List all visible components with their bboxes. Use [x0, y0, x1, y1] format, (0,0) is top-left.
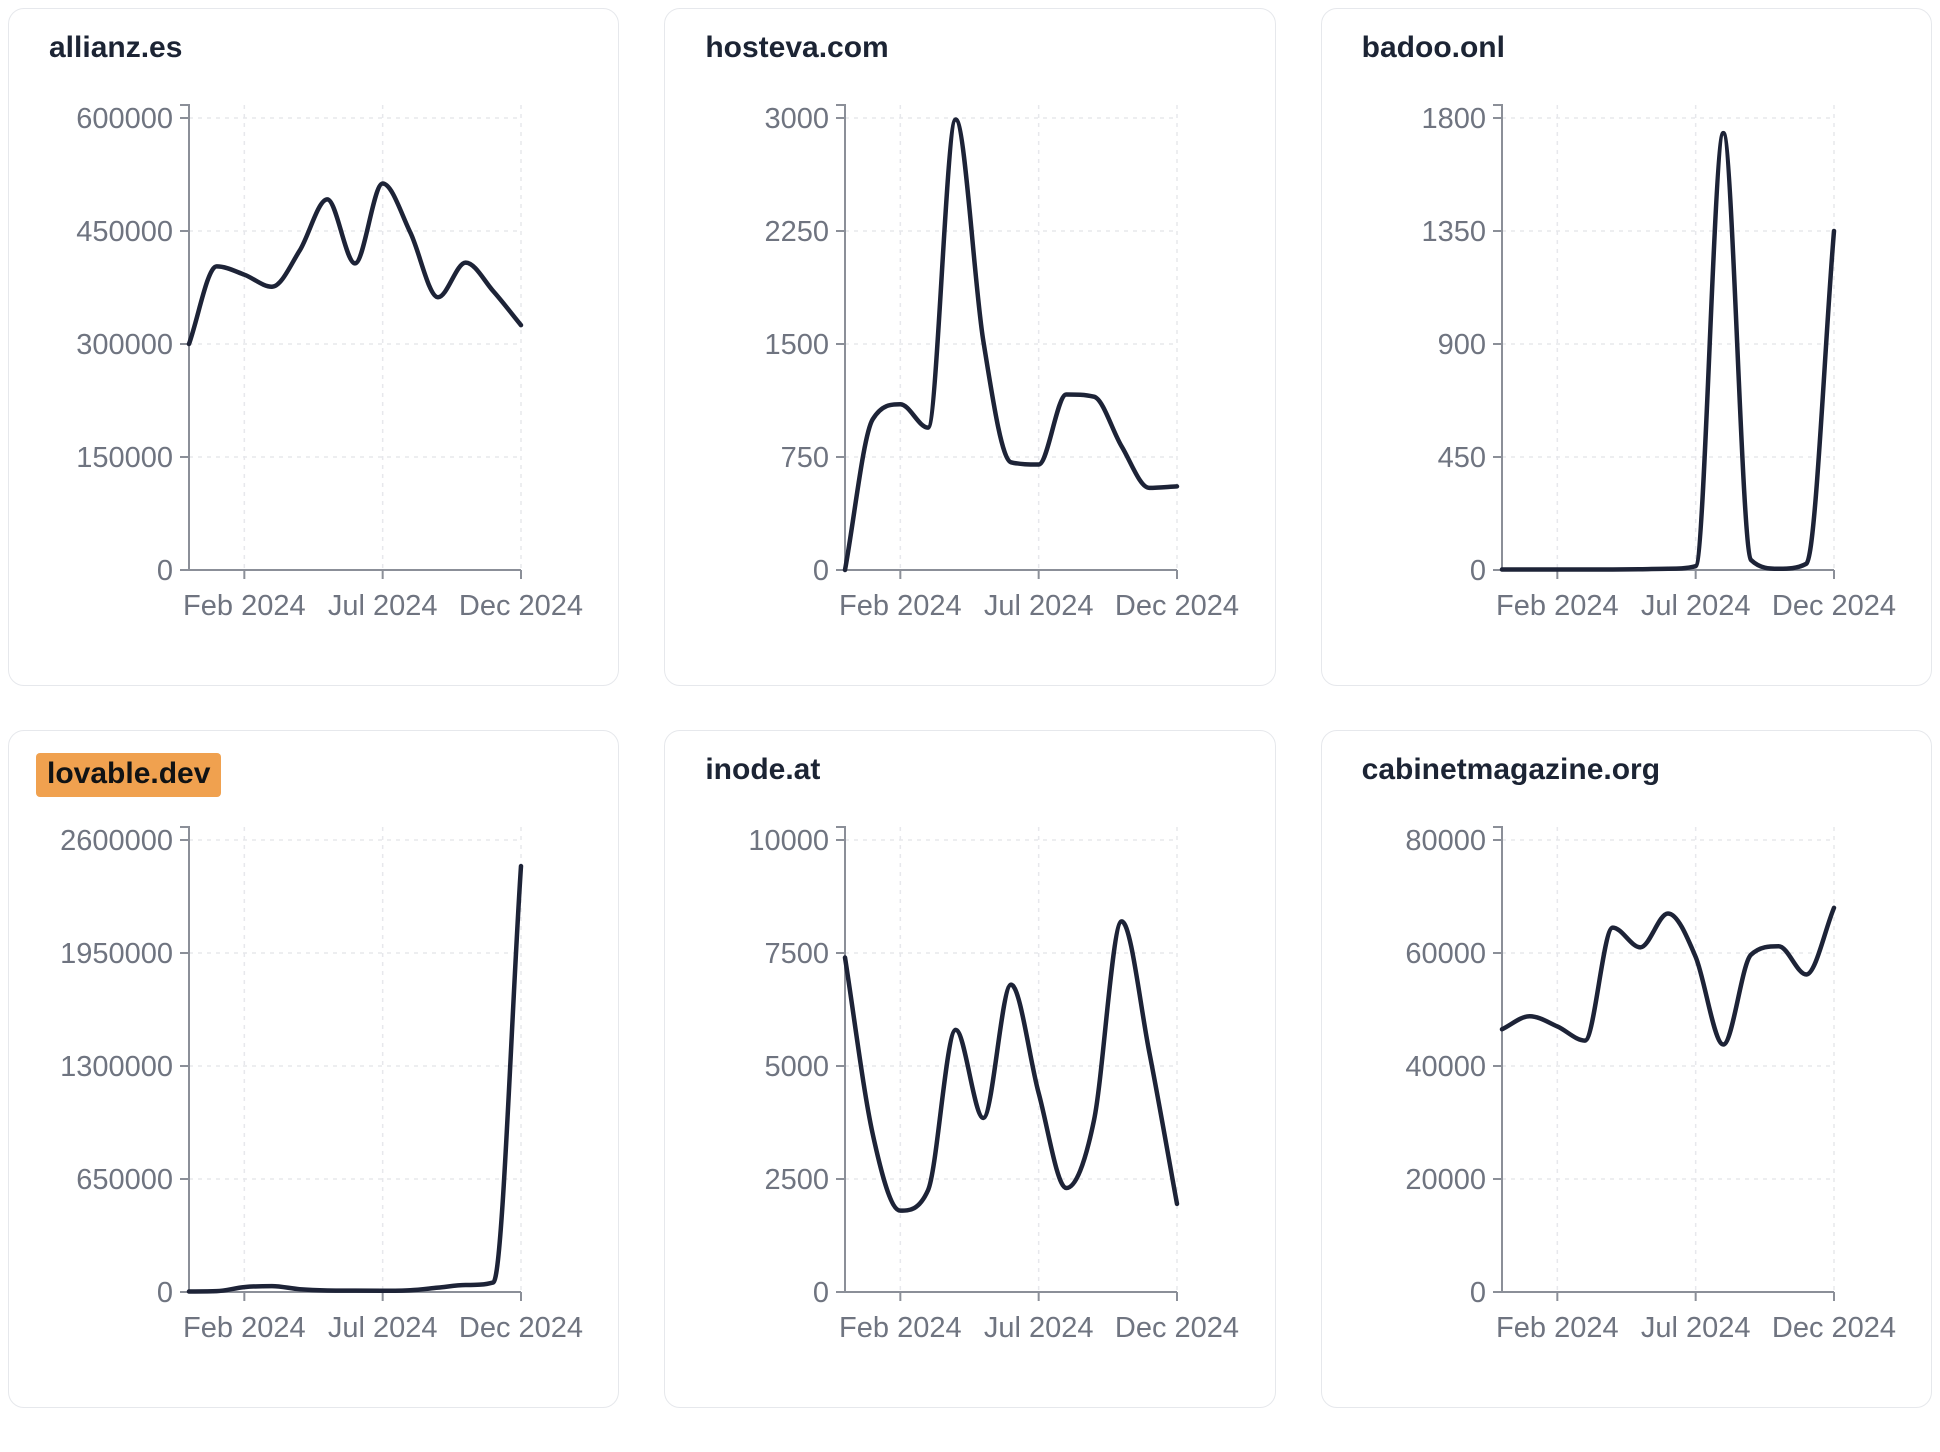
traffic-line-chart: 0 650000 1300000 1950000 2600000 Feb 2024 Jul … [60, 825, 583, 1344]
traffic-series-line [186, 181, 524, 347]
x-axis-tick-label: Jul 2024 [1640, 1312, 1750, 1344]
y-axis-tick-label: 1500 [765, 329, 830, 361]
x-axis-tick-label: Jul 2024 [328, 1312, 438, 1344]
traffic-line-chart: 0 2500 5000 7500 10000 Feb 2024 Jul 2024 Dec 20… [749, 825, 1240, 1344]
x-axis-tick-label: Jul 2024 [984, 590, 1094, 622]
y-axis-tick-label: 300000 [76, 329, 173, 361]
y-axis-tick-label: 900 [1437, 329, 1485, 361]
y-axis-tick-label: 2600000 [60, 825, 173, 857]
y-axis-tick-label: 40000 [1405, 1051, 1486, 1083]
domain-title[interactable]: inode.at [705, 753, 821, 786]
y-axis-tick-label: 80000 [1405, 825, 1486, 857]
x-axis-tick-label: Feb 2024 [839, 590, 962, 622]
y-axis-tick-label: 1300000 [60, 1051, 173, 1083]
traffic-line-chart: 0 20000 40000 60000 80000 Feb 2024 Jul 2024 Dec… [1405, 825, 1896, 1344]
domain-title-highlighted[interactable]: lovable.dev [36, 753, 222, 797]
traffic-series-line [843, 117, 1180, 573]
x-axis-tick-label: Feb 2024 [183, 1312, 306, 1344]
card-title-row: hosteva.com [665, 9, 1274, 77]
card-title-row: lovable.dev [9, 731, 618, 799]
domain-chart-card-badoo.onl[interactable]: badoo.onl 0 450 900 1350 1800 Feb 2024 Jul 202… [1320, 8, 1932, 686]
y-axis-tick-label: 7500 [765, 938, 830, 970]
domain-chart-card-allianz.es[interactable]: allianz.es 0 150000 300000 450000 600000 Feb … [8, 8, 620, 686]
x-axis-tick-label: Jul 2024 [984, 1312, 1094, 1344]
y-axis-tick-label: 3000 [765, 103, 830, 135]
y-axis-tick-label: 2500 [765, 1164, 830, 1196]
domain-chart-card-cabinetmagazine.org[interactable]: cabinetmagazine.org 0 20000 40000 60000 8000… [1320, 730, 1932, 1408]
x-axis-tick-label: Feb 2024 [839, 1312, 962, 1344]
y-axis-tick-label: 150000 [76, 442, 173, 474]
y-axis-tick-label: 0 [1470, 555, 1486, 587]
x-axis-tick-label: Dec 2024 [1115, 1312, 1239, 1344]
y-axis-tick-label: 0 [1470, 1277, 1486, 1309]
domain-title[interactable]: cabinetmagazine.org [1361, 753, 1661, 786]
y-axis-tick-label: 600000 [76, 103, 173, 135]
x-axis-tick-label: Dec 2024 [459, 590, 583, 622]
domain-title[interactable]: badoo.onl [1361, 31, 1505, 64]
y-axis-tick-label: 60000 [1405, 938, 1486, 970]
traffic-series-line [843, 919, 1180, 1213]
x-axis-tick-label: Jul 2024 [328, 590, 438, 622]
traffic-line-chart: 0 150000 300000 450000 600000 Feb 2024 Jul 202… [76, 103, 583, 622]
traffic-line-chart: 0 750 1500 2250 3000 Feb 2024 Jul 2024 Dec 2024 [765, 103, 1240, 622]
domain-chart-card-lovable.dev[interactable]: lovable.dev 0 650000 1300000 1950000 2600000… [8, 730, 620, 1408]
y-axis-tick-label: 0 [157, 1277, 173, 1309]
y-axis-tick-label: 10000 [749, 825, 830, 857]
domain-title[interactable]: allianz.es [49, 31, 183, 64]
x-axis-tick-label: Dec 2024 [459, 1312, 583, 1344]
card-title-row: cabinetmagazine.org [1322, 731, 1931, 799]
card-title-row: badoo.onl [1322, 9, 1931, 77]
card-title-row: inode.at [665, 731, 1274, 799]
y-axis-tick-label: 0 [813, 1277, 829, 1309]
x-axis-tick-label: Jul 2024 [1640, 590, 1750, 622]
y-axis-tick-label: 1350 [1421, 216, 1486, 248]
y-axis-tick-label: 2250 [765, 216, 830, 248]
y-axis-tick-label: 750 [781, 442, 829, 474]
x-axis-tick-label: Dec 2024 [1772, 1312, 1896, 1344]
y-axis-tick-label: 5000 [765, 1051, 830, 1083]
domain-chart-card-hosteva.com[interactable]: hosteva.com 0 750 1500 2250 3000 Feb 2024 Jul … [664, 8, 1276, 686]
y-axis-tick-label: 0 [813, 555, 829, 587]
y-axis-tick-label: 20000 [1405, 1164, 1486, 1196]
traffic-line-chart: 0 450 900 1350 1800 Feb 2024 Jul 2024 Dec 2024 [1421, 103, 1896, 622]
y-axis-tick-label: 1950000 [60, 938, 173, 970]
domain-chart-card-inode.at[interactable]: inode.at 0 2500 5000 7500 10000 Feb 2024 Jul 2… [664, 730, 1276, 1408]
x-axis-tick-label: Feb 2024 [183, 590, 306, 622]
traffic-series-line [1499, 905, 1836, 1047]
charts-grid: allianz.es 0 150000 300000 450000 600000 Feb … [8, 8, 1932, 1408]
y-axis-tick-label: 1800 [1421, 103, 1486, 135]
x-axis-tick-label: Dec 2024 [1115, 590, 1239, 622]
domain-title[interactable]: hosteva.com [705, 31, 889, 64]
x-axis-tick-label: Feb 2024 [1496, 590, 1619, 622]
x-axis-tick-label: Feb 2024 [1496, 1312, 1619, 1344]
y-axis-tick-label: 450000 [76, 216, 173, 248]
y-axis-tick-label: 650000 [76, 1164, 173, 1196]
y-axis-tick-label: 450 [1437, 442, 1485, 474]
traffic-series-line [186, 863, 524, 1294]
card-title-row: allianz.es [9, 9, 618, 77]
traffic-series-line [1499, 130, 1836, 572]
y-axis-tick-label: 0 [157, 555, 173, 587]
x-axis-tick-label: Dec 2024 [1772, 590, 1896, 622]
